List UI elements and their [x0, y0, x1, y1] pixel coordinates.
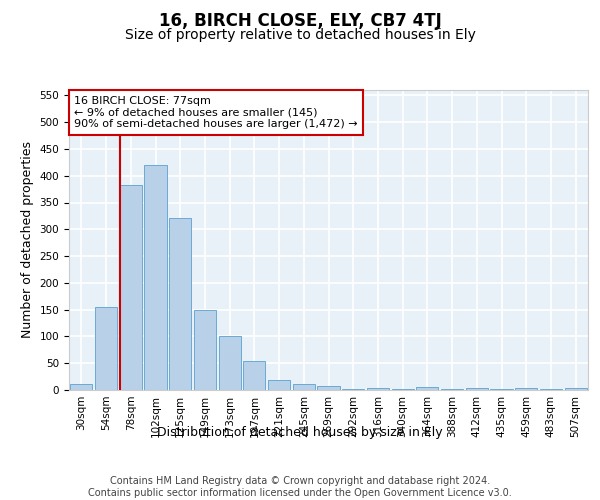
- Bar: [218, 336, 241, 390]
- Bar: [243, 360, 265, 390]
- Bar: [515, 388, 538, 390]
- Bar: [466, 388, 488, 390]
- Bar: [268, 380, 290, 390]
- Y-axis label: Number of detached properties: Number of detached properties: [21, 142, 34, 338]
- Text: Size of property relative to detached houses in Ely: Size of property relative to detached ho…: [125, 28, 475, 42]
- Bar: [367, 388, 389, 390]
- Bar: [95, 307, 117, 390]
- Text: 16, BIRCH CLOSE, ELY, CB7 4TJ: 16, BIRCH CLOSE, ELY, CB7 4TJ: [158, 12, 442, 30]
- Bar: [119, 185, 142, 390]
- Bar: [169, 218, 191, 390]
- Bar: [145, 165, 167, 390]
- Text: Contains HM Land Registry data © Crown copyright and database right 2024.
Contai: Contains HM Land Registry data © Crown c…: [88, 476, 512, 498]
- Bar: [317, 386, 340, 390]
- Text: Distribution of detached houses by size in Ely: Distribution of detached houses by size …: [157, 426, 443, 439]
- Bar: [416, 388, 439, 390]
- Bar: [293, 384, 315, 390]
- Text: 16 BIRCH CLOSE: 77sqm
← 9% of detached houses are smaller (145)
90% of semi-deta: 16 BIRCH CLOSE: 77sqm ← 9% of detached h…: [74, 96, 358, 129]
- Bar: [565, 388, 587, 390]
- Bar: [194, 310, 216, 390]
- Bar: [70, 384, 92, 390]
